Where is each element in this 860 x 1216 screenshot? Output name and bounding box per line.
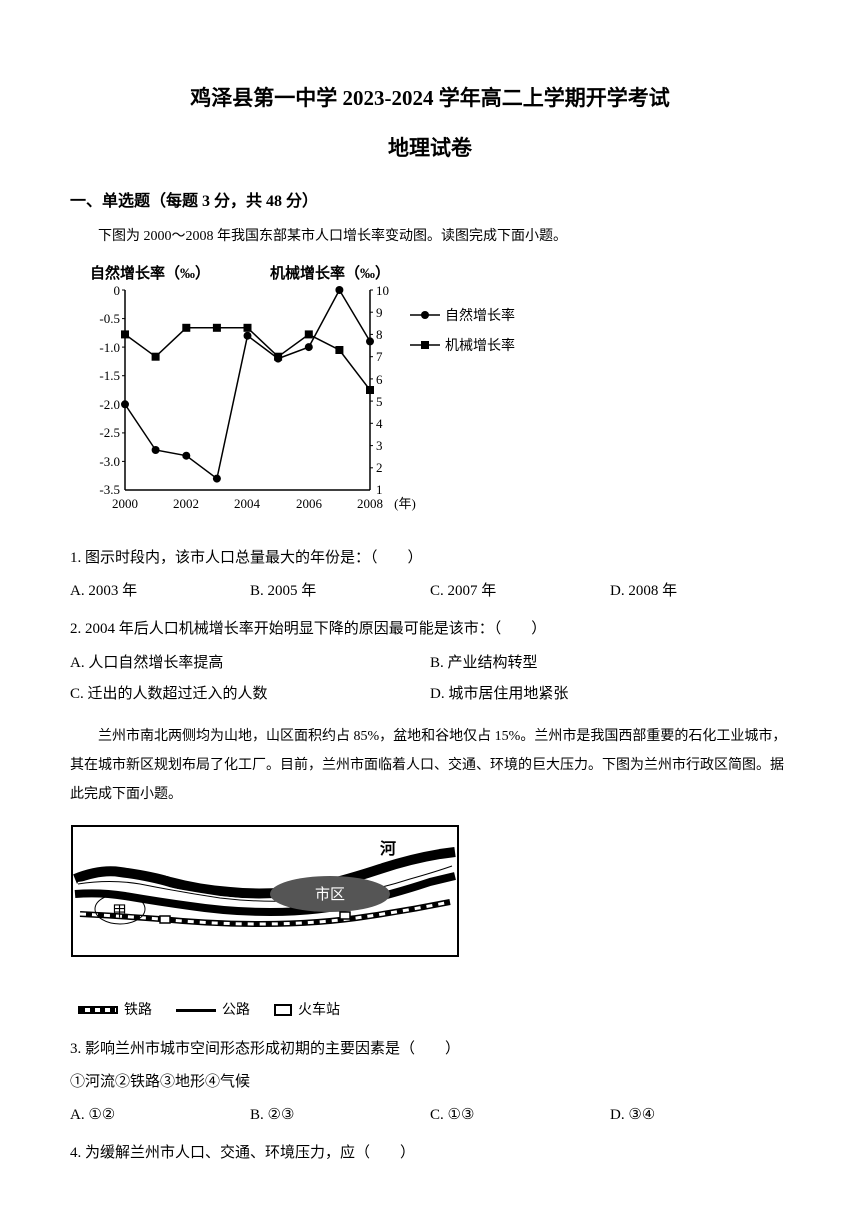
- q1-option-b: B. 2005 年: [250, 578, 430, 605]
- q3-option-d: D. ③④: [610, 1102, 790, 1129]
- svg-text:-1.5: -1.5: [99, 368, 120, 383]
- q2-option-b: B. 产业结构转型: [430, 650, 790, 677]
- q2-option-d: D. 城市居住用地紧张: [430, 681, 790, 708]
- rail-icon: [78, 1006, 118, 1014]
- population-chart: 自然增长率（‰） 机械增长率（‰） 0 -0.5 -1.0 -1.5 -2.0 …: [70, 260, 790, 530]
- lanzhou-map: 黄 河 甲 市区: [70, 824, 790, 994]
- question-2: 2. 2004 年后人口机械增长率开始明显下降的原因最可能是该市：（ ）: [70, 615, 790, 644]
- left-yticks: 0 -0.5 -1.0 -1.5 -2.0 -2.5 -3.0 -3.5: [99, 283, 125, 497]
- label-shiqu: 市区: [315, 886, 345, 903]
- svg-text:-3.0: -3.0: [99, 454, 120, 469]
- q3-option-b: B. ②③: [250, 1102, 430, 1129]
- q3-factors: ①河流②铁路③地形④气候: [70, 1069, 790, 1096]
- x-ticks: 2000 2002 2004 2006 2008 (年): [112, 496, 416, 511]
- road-icon: [176, 1009, 216, 1012]
- map-legend: 铁路 公路 火车站: [78, 998, 790, 1023]
- chart-legend: 自然增长率 机械增长率: [410, 307, 515, 354]
- legend-rail-label: 铁路: [124, 998, 152, 1023]
- station-2: [340, 912, 350, 919]
- label-huang: 黄: [165, 859, 181, 878]
- svg-text:6: 6: [376, 372, 383, 387]
- q2-options: A. 人口自然增长率提高 B. 产业结构转型 C. 迁出的人数超过迁入的人数 D…: [70, 650, 790, 712]
- q1-option-d: D. 2008 年: [610, 578, 790, 605]
- q3-option-c: C. ①③: [430, 1102, 610, 1129]
- svg-text:5: 5: [376, 394, 383, 409]
- svg-text:0: 0: [114, 283, 121, 298]
- svg-text:2000: 2000: [112, 496, 138, 511]
- svg-text:(年): (年): [394, 496, 416, 511]
- svg-text:8: 8: [376, 327, 383, 342]
- svg-text:1: 1: [376, 482, 383, 497]
- label-jia: 甲: [112, 904, 127, 920]
- svg-text:自然增长率: 自然增长率: [445, 307, 515, 324]
- chart-svg: 自然增长率（‰） 机械增长率（‰） 0 -0.5 -1.0 -1.5 -2.0 …: [70, 260, 550, 520]
- legend-rail: 铁路: [78, 998, 152, 1023]
- q3-options: A. ①② B. ②③ C. ①③ D. ③④: [70, 1102, 790, 1129]
- legend-road: 公路: [176, 998, 250, 1023]
- q1-options: A. 2003 年 B. 2005 年 C. 2007 年 D. 2008 年: [70, 578, 790, 605]
- question-3: 3. 影响兰州市城市空间形态形成初期的主要因素是（ ）: [70, 1035, 790, 1064]
- natural-markers: [121, 286, 374, 483]
- svg-text:10: 10: [376, 283, 389, 298]
- q1-option-c: C. 2007 年: [430, 578, 610, 605]
- q1-option-a: A. 2003 年: [70, 578, 250, 605]
- natural-line: [125, 290, 370, 479]
- svg-text:2008: 2008: [357, 496, 383, 511]
- question-1: 1. 图示时段内，该市人口总量最大的年份是：（ ）: [70, 544, 790, 573]
- q2-option-a: A. 人口自然增长率提高: [70, 650, 430, 677]
- left-axis-label: 自然增长率（‰）: [90, 264, 210, 282]
- question-4: 4. 为缓解兰州市人口、交通、环境压力，应（ ）: [70, 1139, 790, 1168]
- svg-text:7: 7: [376, 349, 383, 364]
- right-axis-label: 机械增长率（‰）: [270, 264, 390, 282]
- station-icon: [274, 1004, 292, 1016]
- svg-text:-2.0: -2.0: [99, 397, 120, 412]
- svg-text:-3.5: -3.5: [99, 482, 120, 497]
- title-sub: 地理试卷: [70, 130, 790, 168]
- legend-road-label: 公路: [222, 998, 250, 1023]
- svg-text:-1.0: -1.0: [99, 340, 120, 355]
- section-header-1: 一、单选题（每题 3 分，共 48 分）: [70, 188, 790, 217]
- title-main: 鸡泽县第一中学 2023-2024 学年高二上学期开学考试: [70, 80, 790, 118]
- svg-text:2002: 2002: [173, 496, 199, 511]
- svg-text:2004: 2004: [234, 496, 261, 511]
- svg-text:2: 2: [376, 460, 383, 475]
- map-svg: 黄 河 甲 市区: [70, 824, 460, 984]
- q2-option-c: C. 迁出的人数超过迁入的人数: [70, 681, 430, 708]
- q3-option-a: A. ①②: [70, 1102, 250, 1129]
- svg-text:4: 4: [376, 416, 383, 431]
- intro-text-1: 下图为 2000～2008 年我国东部某市人口增长率变动图。读图完成下面小题。: [70, 224, 790, 249]
- svg-text:机械增长率: 机械增长率: [445, 337, 515, 354]
- svg-text:-0.5: -0.5: [99, 311, 120, 326]
- label-he: 河: [380, 839, 396, 858]
- station-1: [160, 916, 170, 923]
- legend-station: 火车站: [274, 998, 340, 1023]
- svg-text:3: 3: [376, 438, 383, 453]
- svg-text:-2.5: -2.5: [99, 425, 120, 440]
- svg-text:2006: 2006: [296, 496, 323, 511]
- passage-2: 兰州市南北两侧均为山地，山区面积约占 85%，盆地和谷地仅占 15%。兰州市是我…: [70, 722, 790, 810]
- river-upper: [75, 852, 455, 893]
- legend-station-label: 火车站: [298, 998, 340, 1023]
- svg-text:9: 9: [376, 305, 383, 320]
